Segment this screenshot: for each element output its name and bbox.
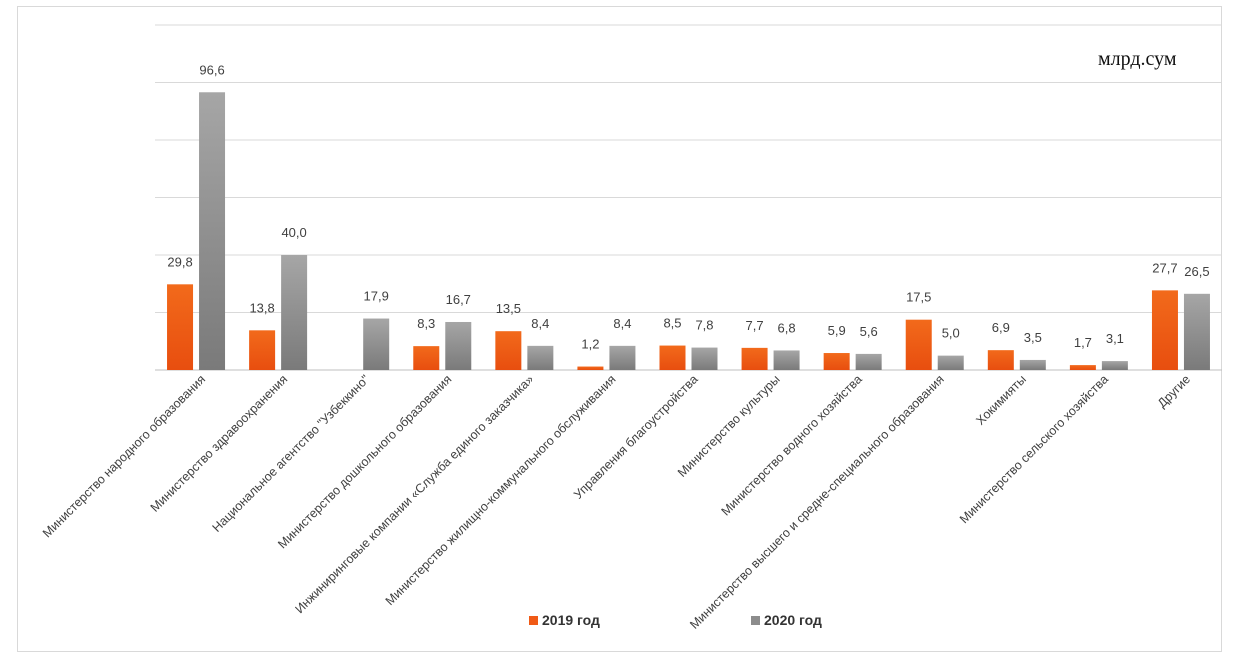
bar-2019 <box>659 345 686 370</box>
value-label: 96,6 <box>199 62 224 77</box>
bar-2020 <box>855 353 882 370</box>
bar-2019 <box>249 330 276 370</box>
bar-2020 <box>1183 293 1210 370</box>
bar-2020 <box>609 345 636 370</box>
value-label: 3,1 <box>1106 331 1124 346</box>
bar-2019 <box>1069 365 1096 370</box>
legend-item-2020: 2020 год <box>751 612 822 628</box>
legend-swatch-2020 <box>751 615 760 625</box>
value-label: 5,9 <box>828 323 846 338</box>
bar-2020 <box>937 355 964 370</box>
value-label: 7,8 <box>695 318 713 333</box>
legend-item-2019: 2019 год <box>529 612 600 628</box>
category-label: Хокимияты <box>973 372 1029 428</box>
value-label: 13,5 <box>496 301 521 316</box>
bar-2020 <box>1019 359 1046 370</box>
bar-2019 <box>823 353 850 370</box>
value-label: 17,9 <box>364 289 389 304</box>
category-labels: Министерство народного образованияМинист… <box>40 372 1193 632</box>
bar-2019 <box>1151 290 1178 370</box>
bar-2020 <box>281 255 308 370</box>
value-label: 13,8 <box>249 300 274 315</box>
gridlines <box>155 24 1222 371</box>
category-label: Министерство сельского хозяйства <box>957 372 1111 526</box>
value-label: 1,2 <box>581 337 599 352</box>
value-label: 40,0 <box>281 225 306 240</box>
bar-2019 <box>167 284 194 370</box>
category-label: Министерство здравоохранения <box>148 372 290 514</box>
unit-label: млрд.сум <box>1098 48 1177 70</box>
value-label: 6,8 <box>778 320 796 335</box>
bar-2020 <box>199 92 226 371</box>
value-label: 26,5 <box>1184 264 1209 279</box>
bar-2019 <box>987 350 1014 370</box>
legend-label-2019: 2019 год <box>542 612 600 628</box>
value-label: 1,7 <box>1074 335 1092 350</box>
bar-2019 <box>577 366 604 370</box>
bar-2019 <box>495 331 522 370</box>
value-label: 27,7 <box>1152 260 1177 275</box>
bar-2019 <box>741 347 768 370</box>
category-label: Министерство дошкольного образования <box>275 372 454 551</box>
value-label: 29,8 <box>167 254 192 269</box>
legend-label-2020: 2020 год <box>764 612 822 628</box>
category-label: Министерство народного образования <box>40 372 208 540</box>
value-label: 16,7 <box>446 292 471 307</box>
bar-2020 <box>691 347 718 370</box>
bar-2020 <box>527 345 554 370</box>
value-label: 6,9 <box>992 320 1010 335</box>
value-label: 8,5 <box>663 316 681 331</box>
value-label: 8,4 <box>613 316 631 331</box>
value-label: 5,0 <box>942 326 960 341</box>
bar-2020 <box>363 318 390 370</box>
bar-2020 <box>1101 361 1128 370</box>
bar-2019 <box>905 319 932 370</box>
value-label: 17,5 <box>906 290 931 305</box>
value-label: 7,7 <box>746 318 764 333</box>
value-label: 8,4 <box>531 316 549 331</box>
bar-2020 <box>445 321 472 370</box>
category-label: Национальное агентство "Узбеккино" <box>210 372 373 535</box>
legend-swatch-2019 <box>529 615 538 625</box>
value-label: 8,3 <box>417 316 435 331</box>
value-labels: 29,8 96,6 13,8 40,0 17,9 8,3 16,7 13,5 8,4 1,2 8,4… <box>167 62 1209 351</box>
value-label: 3,5 <box>1024 330 1042 345</box>
category-label: Министерство водного хозяйства <box>719 372 865 518</box>
bar-2019 <box>413 346 440 370</box>
bars <box>167 92 1210 371</box>
value-label: 5,6 <box>860 324 878 339</box>
bar-2020 <box>773 350 800 370</box>
category-label: Другие <box>1155 372 1193 410</box>
